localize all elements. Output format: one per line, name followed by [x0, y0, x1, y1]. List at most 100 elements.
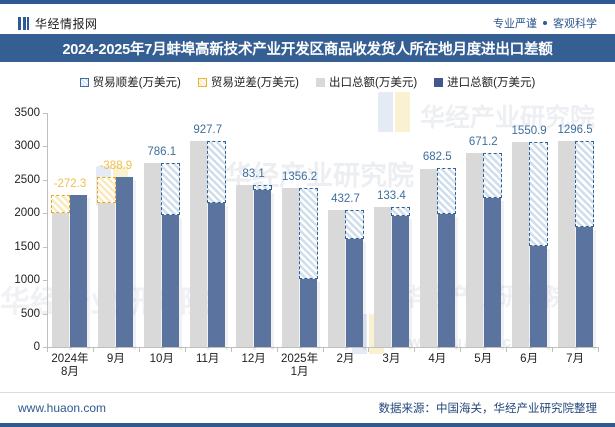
data-label: -388.9: [99, 159, 133, 172]
import-bar[interactable]: [483, 198, 504, 350]
legend-swatch-deficit-icon: [197, 77, 207, 87]
bar-group[interactable]: [327, 113, 366, 350]
trade-surplus-box[interactable]: [390, 206, 410, 216]
export-bar[interactable]: [236, 184, 257, 351]
brand-name: 华经情报网: [35, 16, 98, 31]
legend-swatch-export-icon: [316, 77, 325, 87]
bar-group[interactable]: [373, 113, 412, 351]
x-axis-tick: [276, 347, 278, 352]
x-axis-category-label: 10月: [149, 353, 174, 365]
export-bar[interactable]: [373, 206, 394, 351]
import-bar[interactable]: [300, 278, 321, 351]
bar-group[interactable]: [97, 113, 137, 351]
bar-group[interactable]: [511, 113, 550, 351]
legend-label: 出口总额(万美元): [329, 77, 418, 89]
footer-site-link[interactable]: www.huaon.com: [18, 401, 107, 415]
data-label: 927.7: [193, 123, 223, 136]
y-axis-label: 1500: [14, 240, 40, 253]
import-bar[interactable]: [575, 227, 596, 350]
export-bar[interactable]: [52, 213, 73, 350]
y-axis-label: 500: [20, 307, 40, 320]
trade-surplus-box[interactable]: [482, 153, 502, 199]
y-axis-tick: [43, 113, 47, 114]
import-bar[interactable]: [437, 214, 458, 350]
x-axis-tick: [92, 347, 94, 352]
trade-surplus-box[interactable]: [528, 142, 548, 246]
legend-label: 贸易逆差(万美元): [210, 77, 299, 89]
data-label: 682.5: [422, 151, 452, 164]
x-axis-category-label: 2月: [336, 353, 355, 365]
export-bar[interactable]: [98, 202, 119, 351]
import-bar[interactable]: [208, 202, 229, 351]
import-bar[interactable]: [254, 190, 275, 350]
y-axis: [47, 113, 48, 347]
y-axis-label: 3500: [14, 107, 40, 119]
legend-item[interactable]: 贸易逆差(万美元): [197, 74, 299, 90]
x-axis-tick: [460, 347, 462, 352]
trade-surplus-box[interactable]: [253, 184, 273, 191]
trade-surplus-box[interactable]: [436, 168, 456, 215]
top-brand-bar: 华经情报网 专业严谨 客观科学: [0, 0, 615, 34]
export-bar[interactable]: [419, 168, 440, 350]
trade-surplus-box[interactable]: [299, 188, 319, 279]
export-bar[interactable]: [557, 140, 578, 351]
chart-card: 华经产业研究院 华经产业研究院 华经产业研究院 华经产业研究院 www.huao…: [0, 62, 615, 392]
slogan-right: 客观科学: [553, 18, 597, 30]
data-label: 786.1: [147, 145, 177, 158]
x-axis-category-label: 7月: [566, 353, 584, 365]
x-axis-tick: [138, 347, 140, 352]
bar-group[interactable]: [144, 113, 183, 351]
footer-bar: www.huaon.com 数据来源：中国海关，华经产业研究院整理: [0, 392, 615, 427]
bar-group[interactable]: [465, 113, 504, 350]
data-label: 1356.2: [281, 171, 318, 184]
legend-item[interactable]: 进口总额(万美元): [434, 74, 535, 90]
import-bar[interactable]: [162, 215, 183, 350]
page-title: 2024-2025年7月蚌埠高新技术产业开发区商品收发货人所在地月度进出口差额: [62, 41, 553, 58]
import-bar[interactable]: [529, 245, 550, 351]
data-label: 133.4: [376, 189, 406, 202]
y-axis-tick: [43, 213, 47, 215]
import-bar[interactable]: [391, 215, 412, 351]
bar-group[interactable]: [557, 113, 596, 351]
legend-item[interactable]: 出口总额(万美元): [316, 74, 417, 90]
x-axis-tick: [552, 347, 554, 352]
legend-label: 进口总额(万美元): [447, 77, 536, 89]
y-axis-label: 1000: [14, 274, 40, 287]
import-bar[interactable]: [345, 239, 366, 350]
trade-surplus-box[interactable]: [574, 140, 594, 228]
x-axis-category-label: 2024年 8月: [51, 353, 89, 378]
bar-group[interactable]: [190, 113, 229, 351]
export-bar[interactable]: [511, 142, 532, 350]
x-axis-category-label: 5月: [474, 353, 493, 365]
bar-group[interactable]: [282, 113, 321, 351]
export-bar[interactable]: [465, 153, 486, 350]
y-axis-tick: [43, 280, 47, 282]
export-bar[interactable]: [327, 210, 348, 350]
bar-group[interactable]: [51, 113, 91, 350]
data-label: 1550.9: [511, 125, 547, 138]
import-bar[interactable]: [70, 195, 91, 350]
y-axis-tick: [43, 246, 47, 248]
legend-swatch-import-icon: [434, 77, 444, 87]
y-axis-tick: [43, 146, 47, 148]
export-bar[interactable]: [282, 188, 303, 350]
trade-surplus-box[interactable]: [207, 140, 227, 203]
trade-surplus-box[interactable]: [161, 162, 181, 216]
legend-item[interactable]: 贸易顺差(万美元): [79, 74, 181, 90]
trade-deficit-box[interactable]: [97, 176, 117, 203]
bar-group[interactable]: [236, 113, 275, 351]
y-axis-label: 3000: [14, 140, 40, 153]
data-label: -272.3: [53, 178, 87, 191]
export-bar[interactable]: [144, 162, 165, 351]
export-bar[interactable]: [190, 140, 211, 351]
x-axis-tick: [47, 347, 48, 352]
import-bar[interactable]: [116, 176, 137, 351]
x-axis-tick: [414, 347, 416, 352]
trade-deficit-box[interactable]: [51, 195, 71, 214]
bar-group[interactable]: [419, 113, 458, 350]
data-label: 671.2: [468, 136, 498, 149]
x-axis-tick: [230, 347, 232, 352]
legend-swatch-surplus-icon: [79, 77, 89, 87]
trade-surplus-box[interactable]: [344, 210, 364, 240]
